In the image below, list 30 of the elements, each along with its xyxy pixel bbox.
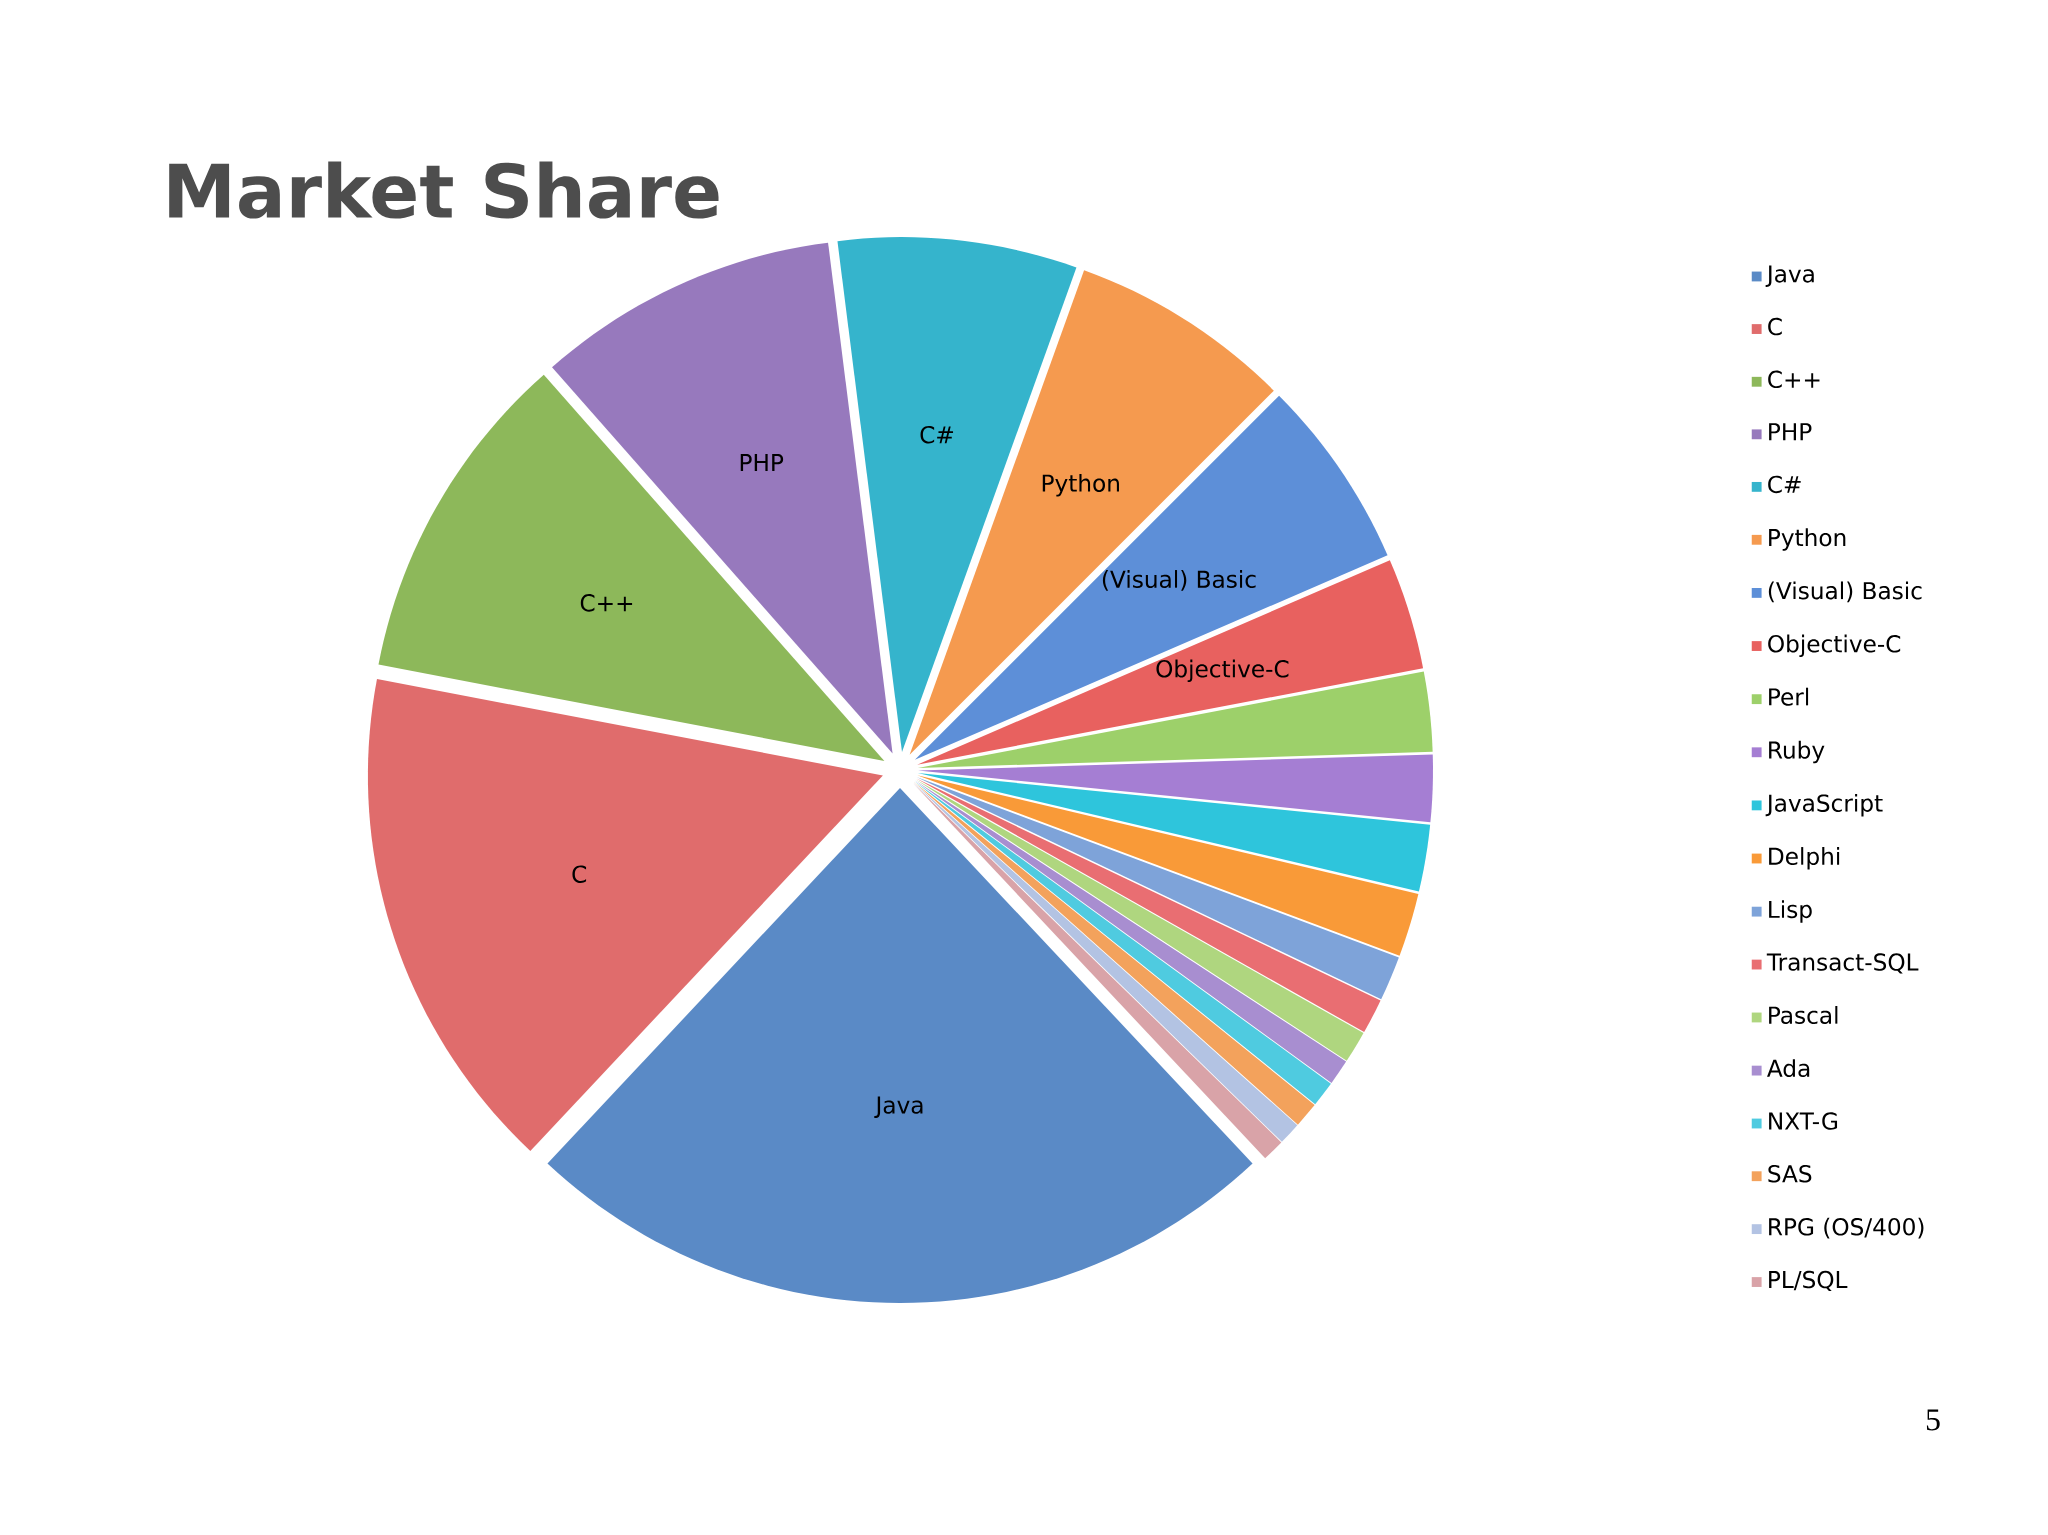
legend-label: C# (1768, 475, 1801, 494)
legend-label: (Visual) Basic (1768, 581, 1922, 603)
legend-label: Transact-SQL (1766, 953, 1919, 974)
chart-title: Market Share (169, 161, 719, 219)
legend-label: Lisp (1769, 900, 1812, 923)
legend-label: Ruby (1769, 740, 1825, 764)
legend-label: RPG (OS/400) (1769, 1217, 1924, 1239)
slice-label: Objective-C (1156, 659, 1289, 683)
slice-label: C# (920, 425, 954, 444)
slice-label: Java (874, 1096, 923, 1119)
slice-label: C++ (580, 594, 633, 612)
legend-label: JavaScript (1765, 793, 1883, 817)
legend-label: NXT-G (1769, 1112, 1838, 1130)
legend-label: Python (1769, 528, 1846, 551)
legend-label: Java (1765, 265, 1814, 287)
legend-label: PL/SQL (1769, 1270, 1848, 1291)
legend-label: C (1768, 317, 1782, 336)
legend-label: Ada (1767, 1059, 1810, 1078)
legend-label: PHP (1769, 423, 1812, 441)
text: 5 (1926, 1409, 1940, 1431)
slice-label: PHP (740, 454, 784, 472)
legend-label: Delphi (1769, 847, 1840, 870)
legend-label: SAS (1768, 1165, 1812, 1183)
slice-label: Python (1042, 473, 1119, 497)
legend-label: Objective-C (1768, 634, 1901, 658)
legend-label: Pascal (1769, 1006, 1838, 1024)
slice-label: (Visual) Basic (1102, 570, 1256, 591)
legend-label: C++ (1768, 370, 1820, 389)
slice-label: C (572, 865, 587, 883)
legend-label: Perl (1769, 687, 1809, 706)
